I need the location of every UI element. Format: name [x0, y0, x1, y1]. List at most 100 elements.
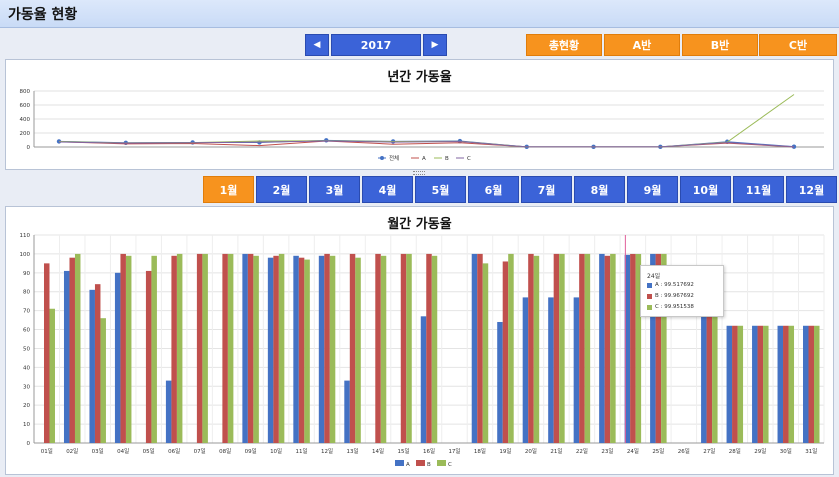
monthly-x-tick-label: 24일: [627, 447, 639, 455]
monthly-y-tick-label: 10: [23, 422, 30, 428]
monthly-bar-c: [406, 253, 412, 443]
monthly-bar-c: [74, 253, 81, 443]
monthly-bar-b: [630, 253, 636, 443]
monthly-bar-a: [497, 321, 503, 443]
monthly-bar-b: [43, 263, 50, 443]
monthly-bar-c: [355, 257, 361, 443]
monthly-x-tick-label: 02일: [66, 447, 78, 455]
monthly-x-tick-label: 03일: [92, 447, 104, 455]
monthly-bar-b: [604, 255, 611, 443]
series-c-swatch-icon: [647, 304, 652, 310]
monthly-x-tick-label: 13일: [347, 447, 359, 455]
monthly-x-tick-label: 11일: [296, 447, 308, 455]
monthly-y-tick-label: 0: [27, 441, 31, 447]
tab-group-b[interactable]: B반: [682, 34, 758, 56]
monthly-bar-a: [114, 272, 121, 443]
month-button-9[interactable]: 9월: [627, 176, 678, 203]
monthly-x-tick-label: 07일: [194, 447, 206, 455]
yearly-y-tick-label: 600: [20, 103, 31, 109]
tooltip-value-b: B : 99.967692: [655, 293, 694, 299]
next-year-button[interactable]: ▶: [423, 34, 447, 56]
month-button-1[interactable]: 1월: [203, 176, 254, 203]
monthly-bar-c: [814, 325, 820, 443]
monthly-x-tick-label: 17일: [448, 447, 460, 455]
monthly-bar-a: [624, 254, 631, 443]
month-button-7[interactable]: 7월: [521, 176, 572, 203]
tooltip-row-a: A : 99.517692: [647, 282, 694, 288]
month-button-4[interactable]: 4월: [362, 176, 413, 203]
monthly-bar-c: [49, 308, 55, 443]
month-button-6[interactable]: 6월: [468, 176, 519, 203]
yearly-y-tick-label: 200: [20, 131, 31, 137]
title-bar: 가동율 현황: [0, 0, 839, 28]
prev-year-button[interactable]: ◀: [305, 34, 329, 56]
tooltip-row-b: B : 99.967692: [647, 293, 694, 299]
splitter-grip-icon: [413, 171, 425, 175]
monthly-legend-label: C: [448, 462, 452, 468]
year-display: 2017: [331, 34, 421, 56]
monthly-bar-b: [655, 253, 662, 443]
month-button-10[interactable]: 10월: [680, 176, 731, 203]
monthly-bar-b: [502, 261, 509, 443]
monthly-bar-a: [752, 325, 758, 443]
monthly-x-tick-label: 22일: [576, 447, 588, 455]
monthly-bar-b: [349, 253, 356, 443]
monthly-x-tick-label: 18일: [474, 447, 486, 455]
month-button-12[interactable]: 12월: [786, 176, 837, 203]
monthly-legend-label: A: [406, 462, 410, 468]
month-button-11[interactable]: 11월: [733, 176, 784, 203]
monthly-bar-a: [293, 255, 299, 443]
monthly-bar-a: [267, 257, 274, 443]
tab-group-a[interactable]: A반: [604, 34, 680, 56]
monthly-y-tick-label: 110: [20, 233, 31, 239]
monthly-bar-c: [533, 255, 540, 443]
monthly-bar-a: [548, 297, 554, 443]
monthly-x-tick-label: 23일: [601, 447, 613, 455]
monthly-x-tick-label: 29일: [754, 447, 766, 455]
monthly-x-tick-label: 10일: [270, 447, 282, 455]
monthly-y-tick-label: 20: [23, 403, 30, 409]
monthly-x-tick-label: 01일: [41, 447, 53, 455]
monthly-bar-c: [763, 325, 769, 443]
monthly-x-tick-label: 04일: [117, 447, 129, 455]
monthly-bar-b: [145, 270, 152, 443]
month-button-3[interactable]: 3월: [309, 176, 360, 203]
monthly-bar-c: [712, 297, 718, 443]
monthly-bar-a: [522, 297, 529, 443]
monthly-bar-chart: 0 10 20 30 40 50 60 70 80 90 100 110 01일 02일 03일 04일 05일…: [20, 233, 825, 468]
yearly-line-chart: 0 200 400 600 800 전체 A B C: [20, 89, 824, 162]
monthly-y-tick-label: 60: [23, 328, 30, 334]
yearly-legend-label: A: [422, 156, 426, 162]
page-title: 가동율 현황: [8, 7, 78, 23]
yearly-y-tick-label: 0: [27, 145, 31, 151]
monthly-legend-swatch-icon: [395, 460, 404, 466]
monthly-bar-a: [63, 270, 70, 443]
yearly-legend-label: 전체: [389, 154, 399, 162]
monthly-x-tick-label: 31일: [805, 447, 817, 455]
monthly-bar-b: [273, 255, 279, 443]
monthly-x-tick-label: 21일: [550, 447, 562, 455]
monthly-bar-a: [242, 253, 248, 443]
chevron-left-icon: ◀: [313, 40, 321, 50]
tooltip-row-c: C : 99.951538: [647, 304, 694, 310]
monthly-bar-a: [777, 325, 784, 443]
monthly-bar-a: [701, 286, 707, 443]
monthly-bar-b: [400, 253, 407, 443]
monthly-bar-b: [553, 253, 560, 443]
tab-group-c[interactable]: C반: [759, 34, 837, 56]
monthly-bar-c: [559, 253, 565, 443]
month-button-5[interactable]: 5월: [415, 176, 466, 203]
monthly-bar-b: [477, 253, 483, 443]
month-button-8[interactable]: 8월: [574, 176, 625, 203]
yearly-point-all: [56, 139, 62, 144]
monthly-bar-a: [165, 380, 172, 443]
yearly-legend-label: B: [445, 156, 449, 162]
monthly-bar-c: [380, 255, 387, 443]
monthly-x-tick-label: 06일: [168, 447, 180, 455]
monthly-bar-a: [573, 297, 580, 443]
tab-overall[interactable]: 총현황: [526, 34, 602, 56]
monthly-bar-c: [508, 253, 514, 443]
month-button-2[interactable]: 2월: [256, 176, 307, 203]
monthly-bar-c: [176, 253, 183, 443]
monthly-bar-a: [650, 253, 656, 443]
